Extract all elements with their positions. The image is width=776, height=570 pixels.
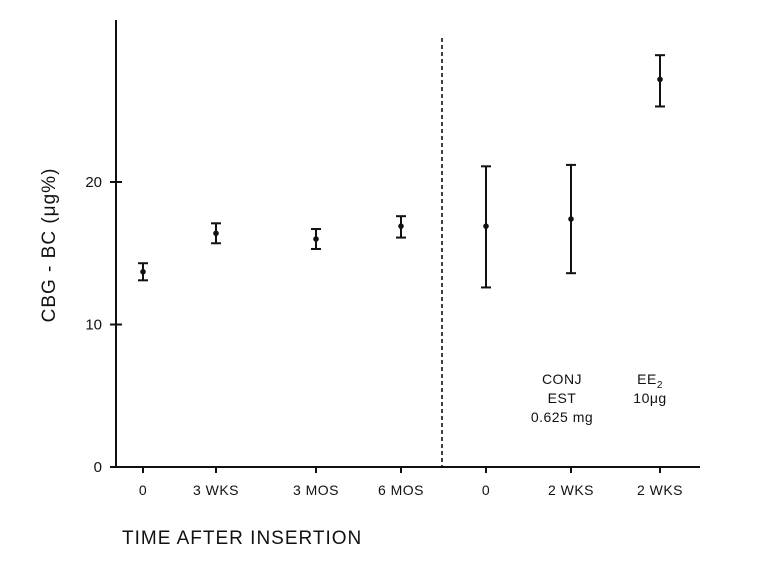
annotation-ee2-dose: 10μg [633, 390, 666, 406]
annotation-ee-subscript: 2 [657, 380, 663, 391]
x-tick-label: 3 MOS [293, 482, 339, 498]
x-axis-title: TIME AFTER INSERTION [122, 528, 362, 549]
annotation-ee2-line: EE2 [637, 371, 663, 391]
y-tick-label: 10 [85, 317, 102, 334]
x-tick-label: 0 [139, 482, 147, 498]
data-point [213, 230, 219, 237]
data-point [657, 76, 663, 83]
x-tick-label: 0 [482, 482, 490, 498]
data-point-group [138, 262, 148, 282]
annotation-conj-est-line: CONJ [542, 371, 582, 387]
x-tick-label: 2 WKS [637, 482, 683, 498]
y-axis-title: CBG - BC (μg%) [39, 168, 60, 323]
data-marks [138, 54, 665, 289]
data-point-group [655, 54, 665, 108]
data-point [568, 216, 574, 222]
data-point [483, 223, 489, 229]
labels: 0 10 20 0 3 WKS 3 MOS 6 MOS 0 2 WKS 2 WKS CBG - BC… [39, 168, 683, 549]
data-point [398, 223, 404, 229]
y-tick-label: 20 [85, 174, 102, 191]
x-tick-label: 3 WKS [193, 482, 239, 498]
annotation-conj-est-line: EST [548, 390, 577, 406]
data-point [140, 268, 146, 275]
data-point-group [311, 228, 321, 250]
data-point [313, 236, 319, 242]
data-point-group [481, 165, 491, 289]
data-point-group [396, 215, 406, 239]
annotation-conj-est-line: 0.625 mg [531, 409, 593, 425]
x-tick-label: 6 MOS [378, 482, 424, 498]
x-tick-label: 2 WKS [548, 482, 594, 498]
data-point-group [566, 163, 576, 275]
y-tick-label: 0 [94, 459, 102, 476]
axes [110, 20, 700, 473]
data-point-group [211, 222, 221, 245]
annotation-ee-text: EE [637, 371, 657, 387]
